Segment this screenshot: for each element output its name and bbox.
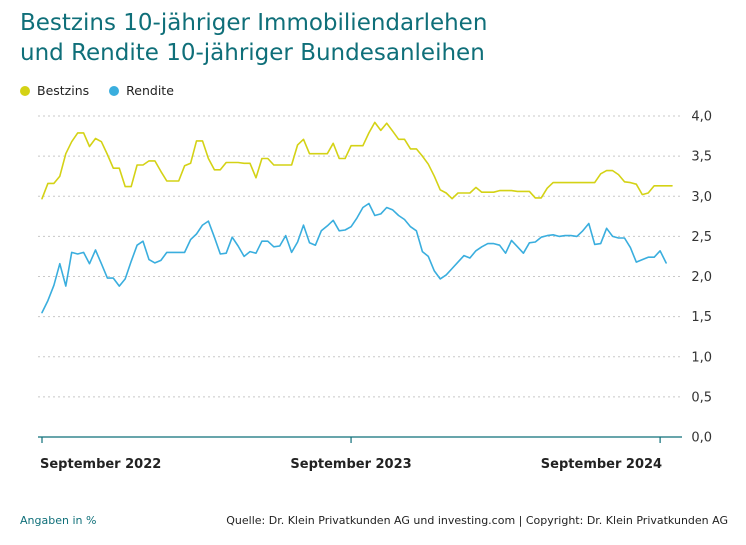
chart-legend: Bestzins Rendite bbox=[20, 83, 194, 98]
y-tick-label: 0,5 bbox=[691, 390, 712, 405]
x-tick-label: September 2022 bbox=[40, 457, 161, 472]
series-line-bestzins bbox=[41, 121, 673, 200]
legend-dot-bestzins bbox=[20, 85, 30, 96]
x-tick-label: September 2024 bbox=[541, 457, 662, 472]
x-tick-label: September 2023 bbox=[290, 457, 411, 472]
grid-lines bbox=[38, 115, 682, 398]
legend-item-bestzins: Bestzins bbox=[20, 83, 89, 98]
chart-title-line-1: Bestzins 10-jähriger Immobiliendarlehen bbox=[20, 10, 488, 36]
legend-label-rendite: Rendite bbox=[126, 83, 174, 98]
y-tick-label: 3,0 bbox=[691, 190, 712, 205]
x-axis: September 2022 September 2023 September 20… bbox=[38, 436, 682, 472]
y-tick-label: 1,5 bbox=[691, 310, 712, 325]
source-note: Quelle: Dr. Klein Privatkunden AG und in… bbox=[226, 514, 728, 527]
unit-note: Angaben in % bbox=[20, 514, 97, 527]
y-tick-label: 2,5 bbox=[691, 230, 712, 245]
chart-title-line-2: und Rendite 10-jähriger Bundesanleihen bbox=[20, 40, 485, 66]
legend-label-bestzins: Bestzins bbox=[37, 83, 90, 98]
y-tick-label: 2,0 bbox=[691, 270, 712, 285]
y-axis-ticks: 0,0 0,5 1,0 1,5 2,0 2,5 3,0 3,5 4,0 bbox=[691, 110, 712, 446]
series-lines bbox=[41, 121, 673, 314]
y-tick-label: 4,0 bbox=[691, 110, 712, 125]
y-tick-label: 3,5 bbox=[691, 150, 712, 165]
y-tick-label: 0,0 bbox=[691, 431, 712, 446]
series-line-rendite bbox=[41, 202, 667, 314]
legend-dot-rendite bbox=[109, 85, 120, 96]
y-tick-label: 1,0 bbox=[691, 350, 712, 365]
legend-item-rendite: Rendite bbox=[109, 83, 174, 98]
chart-title: Bestzins 10-jähriger Immobiliendarlehen … bbox=[20, 8, 740, 68]
